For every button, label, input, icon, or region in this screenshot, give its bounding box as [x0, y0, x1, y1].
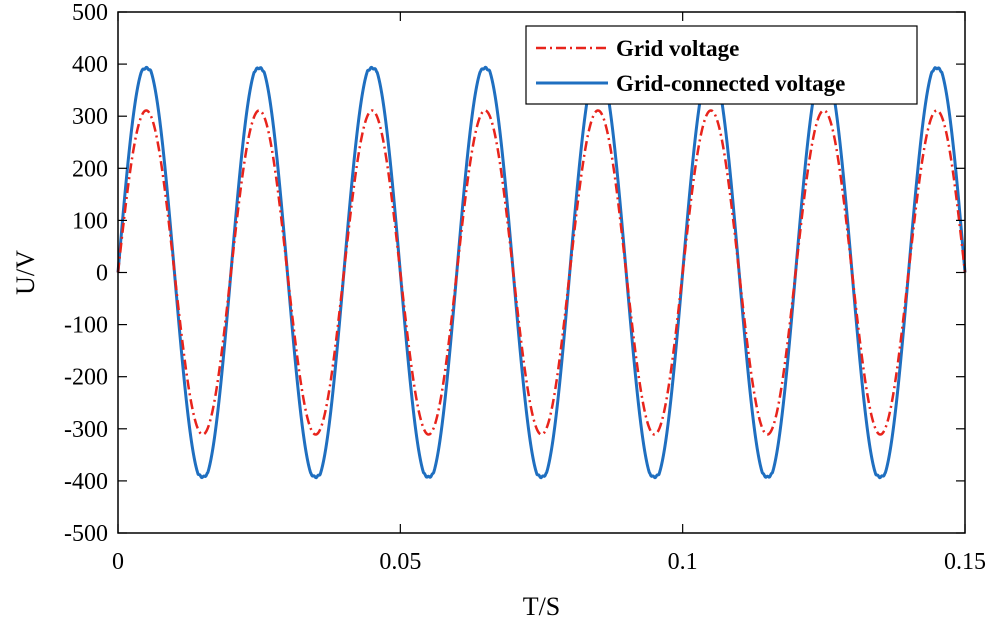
- legend: Grid voltage Grid-connected voltage: [525, 25, 918, 105]
- x-axis-label: T/S: [523, 592, 561, 621]
- y-tick-label: -500: [64, 521, 108, 547]
- x-tick-label: 0.1: [668, 549, 698, 575]
- y-tick-label: 300: [72, 104, 108, 130]
- y-tick-label: 100: [72, 208, 108, 234]
- y-tick-label: 200: [72, 156, 108, 182]
- y-tick-label: -100: [64, 313, 108, 339]
- x-tick-label: 0.15: [944, 549, 986, 575]
- y-tick-label: 500: [72, 0, 108, 26]
- legend-box: [525, 25, 918, 105]
- y-tick-label: 400: [72, 52, 108, 78]
- x-tick-label: 0: [112, 549, 124, 575]
- y-tick-label: 0: [96, 261, 108, 287]
- y-axis-label: U/V: [11, 250, 40, 295]
- y-tick-label: -300: [64, 417, 108, 443]
- y-tick-label: -200: [64, 365, 108, 391]
- legend-label-grid-connected-voltage: Grid-connected voltage: [616, 71, 845, 96]
- legend-label-grid-voltage: Grid voltage: [616, 36, 739, 61]
- x-tick-label: 0.05: [379, 549, 421, 575]
- y-tick-label: -400: [64, 469, 108, 495]
